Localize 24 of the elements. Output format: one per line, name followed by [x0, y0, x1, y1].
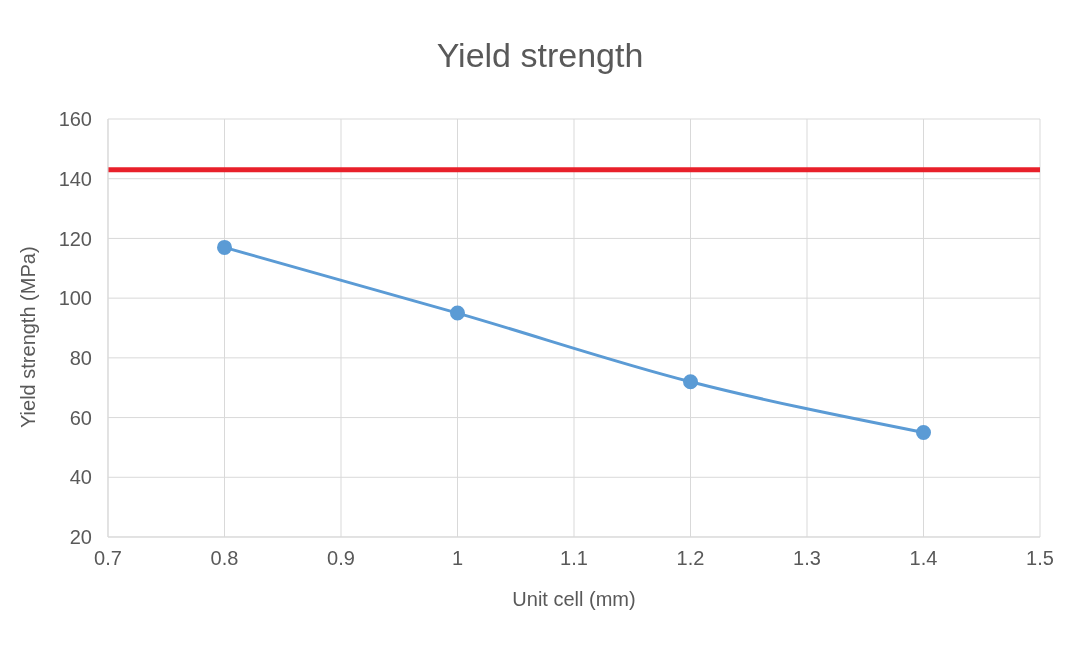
point [683, 374, 698, 390]
chart-title: Yield strength [435, 36, 645, 75]
x-tick-label: 1 [451, 547, 464, 570]
y-tick-label: 60 [69, 406, 92, 429]
x-tick-label: 1.2 [676, 547, 705, 570]
y-tick-label: 20 [69, 526, 92, 549]
y-tick-label: 100 [58, 287, 92, 310]
point [916, 425, 931, 440]
y-tick-label: 140 [58, 167, 92, 190]
point [217, 239, 232, 255]
y-tick-label: 160 [58, 108, 92, 131]
x-tick-label: 1.1 [560, 547, 588, 570]
x-tick-label: 1.5 [1026, 547, 1054, 570]
y-tick-label: 40 [69, 466, 92, 489]
point [450, 305, 465, 321]
y-tick-label: 80 [69, 346, 92, 369]
x-tick-label: 1.3 [793, 547, 821, 570]
y-tick-label: 120 [58, 227, 92, 250]
x-tick-label: 0.9 [327, 547, 355, 570]
y-axis-title: Yield strength (MPa) [17, 246, 40, 428]
x-tick-label: 0.7 [94, 547, 122, 570]
x-tick-label: 1.4 [909, 547, 938, 570]
x-axis-title: Unit cell (mm) [512, 588, 636, 610]
x-tick-label: 0.8 [210, 547, 239, 570]
